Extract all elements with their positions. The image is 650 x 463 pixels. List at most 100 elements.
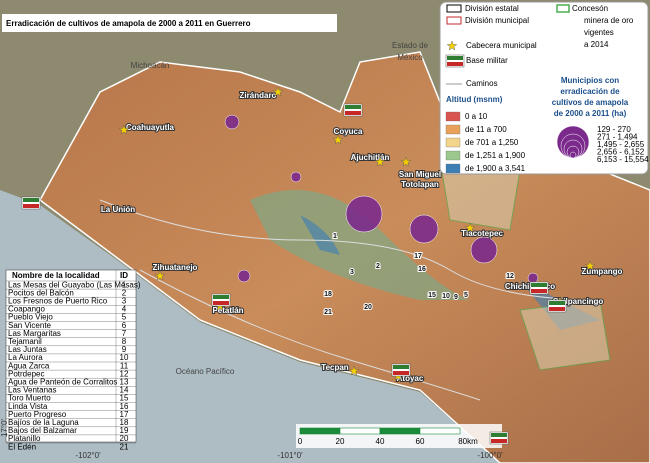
region-label: Estado de xyxy=(392,41,429,50)
table-cell: Las Ventanas xyxy=(8,386,56,395)
legend-heading: Altitud (msnm) xyxy=(446,95,503,104)
map-labels: Michoacán Estado de México Océano Pacífico Z… xyxy=(100,41,624,384)
legend-label: División municipal xyxy=(465,16,529,25)
locality-id: 1 xyxy=(333,233,337,240)
table-cell: 2 xyxy=(122,288,127,297)
legend-label: 0 a 10 xyxy=(465,112,488,121)
region-label: México xyxy=(397,53,423,62)
altitude-swatch xyxy=(445,137,461,148)
table-cell: 10 xyxy=(120,353,129,362)
legend xyxy=(439,1,649,175)
star xyxy=(584,260,596,271)
legend-label: vigentes xyxy=(584,28,614,37)
coordinate: 17°0' xyxy=(0,418,9,437)
legend-label: minera de oro xyxy=(584,16,634,25)
title: Erradicación de cultivos de amapola de 2… xyxy=(6,19,251,28)
table-cell: 3 xyxy=(122,297,127,306)
table-cell: 8 xyxy=(122,337,127,346)
legend-label: a 2014 xyxy=(584,40,609,49)
scale-label: 0 xyxy=(298,437,303,446)
table-cell: 7 xyxy=(122,329,127,338)
star xyxy=(118,124,130,135)
base-icon-red xyxy=(213,301,229,305)
bubble xyxy=(224,114,240,130)
table-cell: 17 xyxy=(120,410,129,419)
legend-heading: erradicación de xyxy=(560,87,620,96)
table-cell: Pueblo Viejo xyxy=(8,313,53,322)
star xyxy=(272,86,284,97)
legend-label: División estatal xyxy=(465,4,519,13)
scale-label: 40 xyxy=(376,437,385,446)
place-label: Zihuatanejo xyxy=(153,263,198,272)
table-cell: Puerto Progreso xyxy=(8,410,67,419)
table-cell: Bajos del Balzamar xyxy=(8,426,77,435)
place-label: Zumpango xyxy=(582,267,623,276)
locality-id: 10 xyxy=(442,293,450,300)
legend-label: de 701 a 1,250 xyxy=(465,138,519,147)
table-cell: 9 xyxy=(122,345,127,354)
table-cell: 13 xyxy=(120,378,129,387)
place-label: Zirándaro xyxy=(240,91,277,100)
legend-label: 6,153 - 15,554 xyxy=(597,155,649,164)
legend-label: Concesón xyxy=(572,4,608,13)
locality-id: 3 xyxy=(350,269,354,276)
place-label: Petatlán xyxy=(212,306,243,315)
table-cell: 5 xyxy=(122,313,127,322)
table-cell: 19 xyxy=(120,426,129,435)
legend-label: de 11 a 700 xyxy=(465,125,507,134)
legend-label: 129 - 270 xyxy=(597,125,631,134)
table-cell: Toro Muerto xyxy=(8,394,51,403)
scale-segment xyxy=(299,427,341,435)
state-swatch xyxy=(446,4,462,13)
base-icon-green xyxy=(531,283,547,287)
table-cell: La Aurora xyxy=(8,353,43,362)
table-cell: Las Margaritas xyxy=(8,329,61,338)
locality-id: 18 xyxy=(324,291,332,298)
base-icon-red xyxy=(549,307,565,311)
table-cell: 18 xyxy=(120,418,129,427)
region-label: Océano Pacífico xyxy=(176,367,235,376)
locality-id: 20 xyxy=(364,304,372,311)
scale-label: 80km xyxy=(458,437,478,446)
scale-segment xyxy=(339,427,381,435)
base-icon-red xyxy=(345,111,361,115)
locality-id: 21 xyxy=(324,309,332,316)
locality-id: 17 xyxy=(414,253,422,260)
bubble xyxy=(470,236,498,264)
scale-segment xyxy=(419,427,461,435)
place-label: Atoyac xyxy=(397,374,424,383)
table-cell: Agua Zarca xyxy=(8,361,50,370)
legend-label: 271 - 1,494 xyxy=(597,133,638,142)
place-label: Coahuayutla xyxy=(126,123,175,132)
table-cell: Linda Vista xyxy=(8,402,48,411)
table-cell: 16 xyxy=(120,402,129,411)
place-label: Coyuca xyxy=(334,127,363,136)
place-label: La Unión xyxy=(101,205,135,214)
locality-id: 12 xyxy=(506,273,514,280)
region-label: Michoacán xyxy=(131,61,170,70)
table xyxy=(5,269,137,443)
legend-heading: cultivos de amapola xyxy=(552,98,629,107)
table-cell: Platanillo xyxy=(8,434,41,443)
highlands xyxy=(250,190,470,300)
table-cell: 20 xyxy=(120,434,129,443)
coordinate: -101°0' xyxy=(277,451,303,460)
legend-heading: de 2000 a 2011 (ha) xyxy=(554,109,627,118)
road xyxy=(139,269,481,401)
bubble xyxy=(345,195,383,233)
table-cell: 12 xyxy=(120,369,129,378)
legend-label: 1,495 - 2,655 xyxy=(597,140,645,149)
star xyxy=(374,156,386,167)
table-cell: Tejamanil xyxy=(8,337,42,346)
base-icon-red xyxy=(447,62,463,66)
table-cell: 11 xyxy=(120,361,129,370)
table-cell: 15 xyxy=(120,394,129,403)
table-cell: Agua de Panteón de Corralitos xyxy=(8,378,117,387)
table-cell: Pocitos del Balcón xyxy=(8,288,74,297)
bubble xyxy=(409,214,439,244)
base-icon-green xyxy=(23,198,39,202)
base-icon-green xyxy=(549,301,565,305)
table-cell: El Edén xyxy=(8,442,36,451)
altitude-swatch xyxy=(445,124,461,135)
place-label: Ajuchitlán xyxy=(351,153,390,162)
